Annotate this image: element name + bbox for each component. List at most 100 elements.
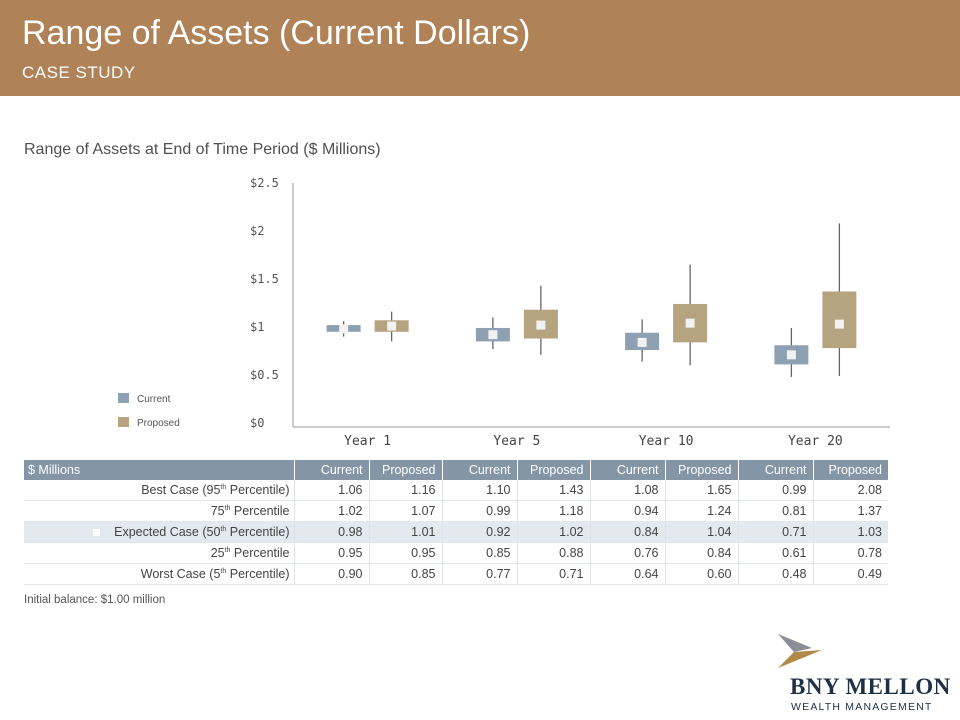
row-label-text: Worst Case (5 (140, 567, 221, 581)
row-label-text: 75 (210, 504, 225, 518)
table-cell: 1.02 (516, 521, 590, 543)
y-tick-label: $1 (250, 320, 264, 334)
table-cell: 1.06 (293, 480, 369, 501)
row-label-text: Percentile) (226, 525, 290, 539)
table-cell: 0.84 (589, 521, 665, 543)
proposed-expected-marker (834, 319, 844, 329)
row-label: 75th Percentile (24, 500, 294, 522)
table-cell: 1.43 (516, 480, 590, 501)
y-tick-label: $1.5 (250, 272, 279, 286)
table-cell: 0.76 (589, 542, 665, 564)
table-cell: 1.18 (516, 500, 590, 522)
table-cell: 0.94 (589, 500, 665, 522)
table-cell: 0.95 (368, 542, 442, 564)
y-tick-label: $0 (250, 416, 264, 430)
legend-label: Current (137, 394, 171, 405)
column-header: Current (441, 460, 517, 480)
table-row-expected-case: Expected Case (50th Percentile) 0.98 1.0… (24, 521, 888, 543)
x-tick-label: Year 1 (344, 434, 391, 449)
table-cell: 1.10 (441, 480, 517, 501)
logo-subtitle: WEALTH MANAGEMENT (791, 701, 933, 713)
x-tick-label: Year 20 (788, 434, 843, 449)
y-tick-label: $2 (250, 224, 264, 238)
row-label-text: Percentile) (226, 567, 290, 581)
column-header: Proposed (516, 460, 590, 480)
table-cell: 0.77 (441, 563, 517, 585)
y-tick-label: $0.5 (250, 368, 279, 382)
page-title: Range of Assets (Current Dollars) (22, 14, 531, 52)
table-cell: 1.08 (589, 480, 665, 501)
proposed-expected-marker (536, 320, 546, 330)
row-label: Best Case (95th Percentile) (24, 480, 294, 501)
box-plot-chart: $0 $0.5 $1 $1.5 $2 $2.5 Year 1 Year 5 Year 10 Yea… (118, 176, 890, 449)
x-tick-label: Year 5 (493, 434, 540, 449)
table-cell: 0.61 (737, 542, 813, 564)
column-header: Proposed (664, 460, 738, 480)
table-corner-header: $ Millions (24, 460, 294, 480)
row-label-sup: th (220, 525, 227, 533)
proposed-expected-marker (685, 318, 695, 328)
current-expected-marker (488, 330, 498, 340)
data-table: $ Millions Current Proposed Current Prop… (24, 460, 888, 585)
table-row-25th: 25th Percentile 0.95 0.95 0.85 0.88 0.76… (24, 542, 888, 564)
table-cell: 0.64 (589, 563, 665, 585)
table-cell: 0.98 (293, 521, 369, 543)
legend-swatch-current (118, 393, 129, 403)
table-cell: 1.04 (664, 521, 738, 543)
row-label-sup: th (220, 567, 227, 575)
table-cell: 1.03 (812, 521, 888, 543)
bny-mellon-logo-icon (778, 634, 822, 668)
table-cell: 0.48 (737, 563, 813, 585)
table-cell: 0.90 (293, 563, 369, 585)
table-cell: 0.71 (737, 521, 813, 543)
table-cell: 0.85 (368, 563, 442, 585)
row-label: Expected Case (50th Percentile) (24, 521, 294, 543)
table-cell: 0.88 (516, 542, 590, 564)
row-label-sup: th (224, 546, 231, 554)
table-cell: 2.08 (812, 480, 888, 501)
column-header: Current (737, 460, 813, 480)
row-label: 25th Percentile (24, 542, 294, 564)
row-label-text: Percentile (230, 546, 290, 560)
table-cell: 0.81 (737, 500, 813, 522)
table-cell: 1.07 (368, 500, 442, 522)
table-cell: 0.85 (441, 542, 517, 564)
x-tick-label: Year 10 (639, 434, 694, 449)
table-cell: 0.71 (516, 563, 590, 585)
table-cell: 1.37 (812, 500, 888, 522)
table-row-worst-case: Worst Case (5th Percentile) 0.90 0.85 0.… (24, 563, 888, 585)
current-expected-marker (786, 350, 796, 360)
table-cell: 1.01 (368, 521, 442, 543)
row-label-text: Expected Case (50 (114, 525, 221, 539)
table-row-75th: 75th Percentile 1.02 1.07 0.99 1.18 0.94… (24, 500, 888, 522)
legend-label: Proposed (137, 418, 180, 429)
table-row-best-case: Best Case (95th Percentile) 1.06 1.16 1.… (24, 480, 888, 501)
footnote: Initial balance: $1.00 million (24, 594, 166, 606)
y-tick-label: $2.5 (250, 176, 279, 190)
row-label: Worst Case (5th Percentile) (24, 563, 294, 585)
column-header: Proposed (812, 460, 888, 480)
row-label-text: Percentile (230, 504, 290, 518)
expected-marker-icon (93, 529, 101, 537)
legend-swatch-proposed (118, 417, 129, 427)
table-cell: 0.84 (664, 542, 738, 564)
column-header: Current (293, 460, 369, 480)
table-cell: 1.65 (664, 480, 738, 501)
logo-name: BNY MELLON (790, 674, 951, 699)
table-header-row: $ Millions Current Proposed Current Prop… (24, 460, 888, 480)
table-cell: 0.78 (812, 542, 888, 564)
row-label-text: Best Case (95 (141, 483, 221, 497)
table-cell: 0.92 (441, 521, 517, 543)
table-cell: 1.02 (293, 500, 369, 522)
row-label-text: 25 (210, 546, 225, 560)
column-header: Proposed (368, 460, 442, 480)
table-cell: 0.95 (293, 542, 369, 564)
table-cell: 0.60 (664, 563, 738, 585)
current-expected-marker (637, 337, 647, 347)
table-cell: 1.16 (368, 480, 442, 501)
page-subtitle: CASE STUDY (22, 63, 136, 82)
row-label-text: Percentile) (226, 483, 290, 497)
current-expected-marker (339, 324, 349, 334)
table-cell: 0.49 (812, 563, 888, 585)
row-label-sup: th (224, 504, 231, 512)
